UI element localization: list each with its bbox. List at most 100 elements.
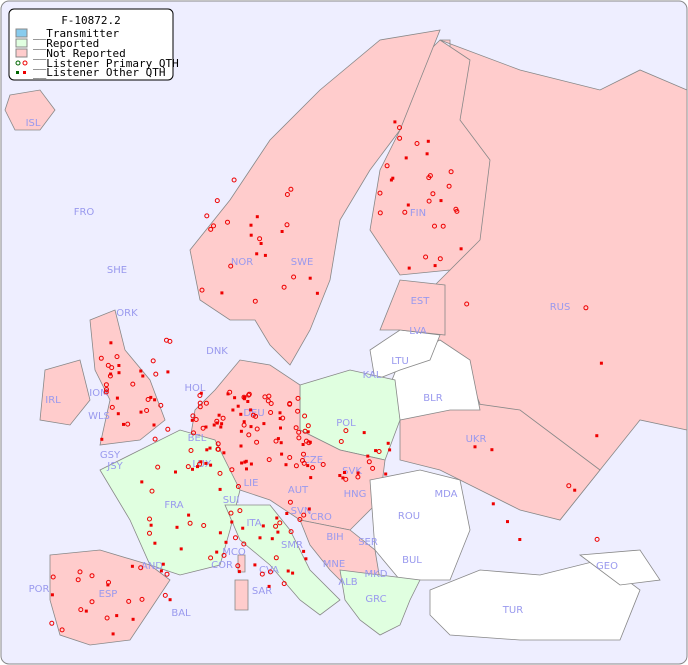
country-label-cro: CRO (310, 512, 332, 523)
legend-box (8, 8, 174, 81)
listener-other-qth-marker (239, 412, 243, 416)
listener-other-qth-marker (224, 540, 228, 544)
listener-primary-qth-marker (254, 439, 260, 445)
legend-other-red-icon (23, 71, 26, 74)
listener-other-qth-marker (285, 512, 289, 515)
listener-other-qth-marker (284, 463, 288, 467)
listener-other-qth-marker (425, 152, 429, 156)
listener-primary-qth-marker (293, 425, 299, 431)
country-label-nor: NOR (231, 257, 253, 268)
listener-primary-qth-marker (291, 274, 297, 280)
listener-primary-qth-marker (109, 404, 115, 410)
listener-primary-qth-marker (165, 426, 171, 432)
listener-primary-qth-marker (414, 141, 420, 146)
listener-other-qth-marker (253, 563, 257, 567)
listener-primary-qth-marker (284, 192, 290, 197)
listener-other-qth-marker (278, 411, 282, 415)
listener-primary-qth-marker (104, 387, 109, 392)
listener-other-qth-marker (153, 398, 157, 402)
listener-other-qth-marker (261, 524, 265, 528)
listener-other-qth-marker (199, 460, 203, 464)
listener-primary-qth-marker (305, 423, 311, 429)
listener-other-qth-marker (116, 412, 120, 416)
listener-other-qth-marker (291, 571, 295, 575)
listener-primary-qth-marker (144, 408, 150, 413)
listener-primary-qth-marker (448, 169, 454, 175)
listener-other-qth-marker (242, 396, 246, 399)
listener-primary-qth-marker (89, 573, 95, 579)
listener-primary-qth-marker (190, 413, 196, 419)
listener-primary-qth-marker (384, 163, 390, 169)
country-label-irl: IRL (45, 395, 61, 406)
country-fra (99, 429, 241, 576)
listener-other-qth-marker (109, 341, 113, 345)
listener-other-qth-marker (239, 444, 243, 448)
country-label-mco: MCO (222, 547, 246, 558)
listener-other-qth-marker (149, 523, 153, 527)
listener-other-qth-marker (304, 557, 308, 561)
listener-primary-qth-marker (252, 298, 258, 304)
listener-primary-qth-marker (453, 206, 459, 212)
listener-other-qth-marker (276, 530, 280, 534)
country-nor-swe (189, 29, 441, 366)
listener-primary-qth-marker (106, 579, 111, 585)
country-label-hng: HNG (344, 489, 367, 500)
country-label-geo: GEO (596, 561, 618, 572)
listener-other-qth-marker (208, 446, 212, 450)
listener-primary-qth-marker (187, 520, 193, 526)
listener-primary-qth-marker (221, 552, 227, 558)
listener-other-qth-marker (230, 520, 234, 524)
listener-primary-qth-marker (153, 371, 159, 377)
listener-other-qth-marker (218, 487, 222, 491)
listener-primary-qth-marker (114, 354, 120, 360)
listener-primary-qth-marker (583, 305, 589, 311)
listener-other-qth-marker (490, 448, 494, 452)
country-label-lie: LIE (244, 478, 259, 489)
country-label-grc: GRC (365, 594, 386, 605)
listener-other-qth-marker (249, 462, 253, 466)
country-label-jsy: JSY (106, 461, 123, 472)
listener-other-qth-marker (240, 461, 244, 465)
legend-primary-red-icon (22, 60, 28, 66)
listener-primary-qth-marker (338, 439, 344, 444)
listener-primary-qth-marker (208, 555, 214, 561)
country-label-bul: BUL (402, 555, 422, 566)
country-label-wls: WLS (88, 411, 110, 422)
country-label-alb: ALB (338, 577, 357, 588)
listener-primary-qth-marker (426, 198, 432, 204)
country-irl (39, 359, 91, 426)
listener-primary-qth-marker (229, 467, 235, 473)
listener-other-qth-marker (191, 467, 194, 471)
country-label-bih: BIH (326, 532, 343, 543)
legend-transmitter: __Transmitter (33, 27, 119, 40)
listener-primary-qth-marker (130, 381, 136, 387)
listener-other-qth-marker (388, 448, 392, 452)
legend-swatch-not-reported (15, 48, 28, 58)
country-geo (578, 549, 661, 586)
country-label-fro: FRO (74, 207, 95, 218)
listener-other-qth-marker (166, 370, 170, 374)
listener-other-qth-marker (366, 454, 370, 458)
country-label-svk: SVK (342, 466, 362, 477)
country-label-tur: TUR (502, 605, 523, 616)
listener-other-qth-marker (386, 441, 390, 445)
listener-primary-qth-marker (566, 483, 572, 489)
country-label-bel: BEL (188, 433, 207, 444)
listener-primary-qth-marker (295, 395, 301, 401)
listener-primary-qth-marker (288, 186, 294, 192)
country-label-rus: RUS (550, 302, 571, 313)
country-label-and: AND (141, 561, 163, 572)
listener-primary-qth-marker (423, 254, 429, 260)
listener-primary-qth-marker (225, 219, 230, 225)
listener-other-qth-marker (389, 178, 393, 182)
listener-other-qth-marker (175, 525, 179, 529)
listener-other-qth-marker (217, 413, 221, 417)
country-label-cor: COR (211, 560, 233, 571)
listener-other-qth-marker (279, 441, 283, 445)
listener-primary-qth-marker (145, 397, 151, 402)
listener-other-qth-marker (179, 547, 183, 551)
listener-other-qth-marker (263, 253, 267, 257)
listener-primary-qth-marker (302, 413, 308, 419)
listener-primary-qth-marker (377, 210, 383, 216)
listener-primary-qth-marker (149, 488, 155, 494)
